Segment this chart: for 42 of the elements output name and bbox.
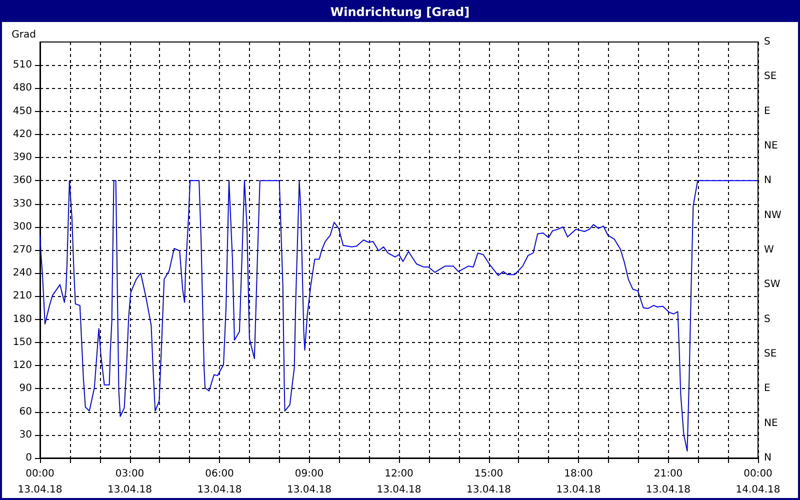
x-tick-label: 09:00 13.04.18	[286, 468, 332, 496]
x-tick-label: 18:00 13.04.18	[556, 468, 601, 496]
text: E	[764, 106, 770, 117]
text: S	[764, 36, 770, 48]
y-tick-label: 270	[12, 244, 32, 256]
x-tick-label: 00:00 13.04.18	[18, 468, 62, 496]
text: NE	[764, 140, 778, 152]
y-axis-title: Grad	[12, 30, 36, 40]
y-tick-label: 390	[12, 152, 32, 164]
y-tick-label: 330	[12, 198, 32, 210]
y-tick-label: 150	[12, 336, 32, 348]
chart-title: Windrichtung [Grad]	[2, 2, 798, 22]
y-tick-label: 480	[12, 82, 32, 94]
text: S	[764, 314, 770, 325]
y-tick-label: 450	[12, 106, 32, 117]
x-tick-label: 06:00 13.04.18	[197, 468, 242, 496]
y-tick-label: 0	[26, 452, 32, 464]
y-tick-label: 180	[12, 314, 32, 325]
text: E	[764, 383, 770, 394]
text: N	[764, 452, 772, 464]
y-tick-label: 120	[12, 360, 32, 372]
y-tick-label: 360	[12, 175, 32, 186]
text: SE	[764, 348, 777, 360]
x-tick-label: 12:00 13.04.18	[376, 468, 422, 496]
y-tick-label: 420	[12, 128, 32, 140]
text: N	[764, 175, 772, 186]
y-tick-label: 300	[12, 221, 32, 232]
x-tick-label: 03:00 13.04.18	[107, 468, 152, 496]
y-tick-label: 210	[12, 290, 32, 302]
y-tick-label: 510	[12, 60, 32, 71]
x-tick-label: 00:00 14.04.18	[736, 468, 780, 496]
text: NE	[764, 418, 778, 429]
text: NW	[764, 210, 782, 221]
x-tick-label: 21:00 13.04.18	[646, 468, 691, 496]
y-tick-label: 90	[19, 383, 32, 394]
y-tick-label: 30	[19, 429, 32, 440]
y-tick-label: 240	[12, 268, 32, 279]
x-tick-label: 15:00 13.04.18	[466, 468, 512, 496]
text: SW	[764, 279, 780, 290]
y-tick-label: 60	[19, 406, 32, 418]
text: W	[764, 244, 774, 256]
text: SE	[764, 71, 777, 82]
